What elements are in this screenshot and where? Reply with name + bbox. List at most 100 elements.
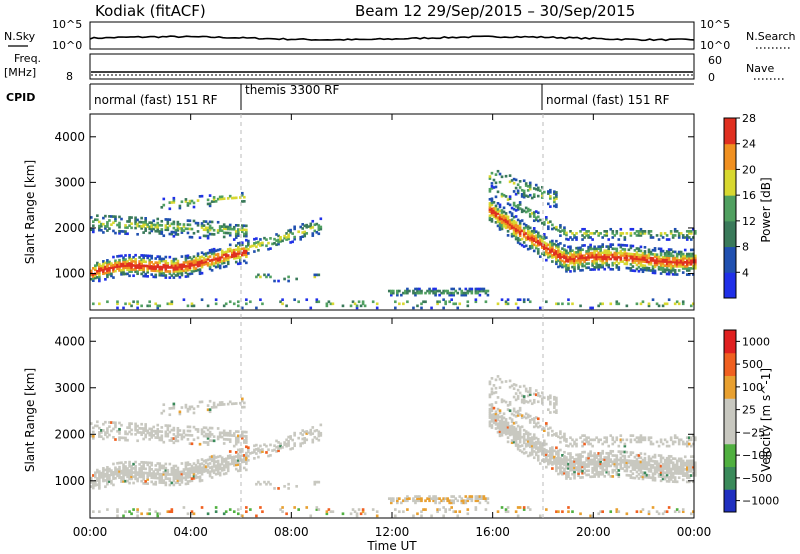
power-cell [512,203,516,207]
velocity-cell [629,474,633,477]
power-cell [645,256,649,260]
velocity-cell [585,440,588,444]
velocity-cell [106,468,109,471]
velocity-cell [549,400,552,404]
velocity-cell [605,470,609,474]
velocity-cell [241,434,244,438]
velocity-cell [208,408,212,411]
power-cell [96,271,99,275]
velocity-cell [241,432,244,436]
velocity-cell [488,414,492,417]
power-cell [528,193,532,197]
power-cell [553,251,556,254]
velocity-cell [659,454,663,458]
power-cell [545,246,548,250]
power-cell [222,304,226,308]
power-cell [206,228,210,232]
velocity-cell [204,467,208,471]
velocity-cell [126,426,129,429]
velocity-cell [553,410,556,414]
power-cell [218,197,222,201]
power-cell [460,293,464,297]
power-cell [599,245,602,248]
velocity-cell [534,440,538,444]
power-cell [639,249,643,253]
velocity-cell [694,463,697,467]
power-cell [681,302,685,306]
velocity-cell [130,464,133,468]
power-cell [224,258,228,262]
power-cell [128,218,131,221]
velocity-cell [238,401,242,405]
power-cell [601,255,604,259]
velocity-cell [689,465,693,469]
velocity-cell [526,444,530,447]
power-cell [118,254,121,258]
velocity-cell [526,394,530,398]
power-cell [287,275,290,279]
power-cell [597,234,600,237]
velocity-cell [565,440,568,443]
power-cell [255,306,258,310]
power-cell [637,230,641,233]
power-cell [164,274,168,277]
power-cell [671,264,675,268]
power-cell [518,186,522,189]
velocity-cell [671,480,675,483]
power-cell [605,263,609,267]
velocity-cell [226,467,230,471]
velocity-cell [116,508,119,511]
velocity-cell [645,463,649,467]
power-cell [182,298,186,302]
power-cell [452,302,456,306]
power-cell [98,265,101,268]
power-cell [543,241,546,244]
power-cell [649,263,653,266]
colorbar-swatch [724,195,736,222]
power-cell [208,194,212,197]
velocity-cell [494,423,498,426]
power-cell [540,244,544,247]
power-cell [526,225,530,228]
velocity-cell [279,442,282,446]
power-cell [275,243,278,247]
velocity-cell [124,461,127,464]
power-cell [128,262,131,265]
velocity-cell [102,429,105,432]
power-cell [142,270,145,274]
velocity-cell [613,458,617,462]
velocity-cell [184,463,188,467]
power-cell [245,230,248,234]
power-cell [92,220,95,223]
velocity-cell [90,481,93,484]
velocity-cell [190,405,194,409]
velocity-cell [526,454,530,458]
power-cell [120,264,123,268]
velocity-cell [496,407,500,411]
velocity-cell [605,458,609,461]
power-cell [555,302,558,306]
velocity-cell [226,461,230,464]
velocity-cell [108,433,111,437]
velocity-cell [619,450,623,454]
velocity-cell [241,448,244,451]
velocity-cell [687,474,691,477]
velocity-cell [514,442,518,445]
power-cell [498,209,502,213]
power-cell [142,220,145,224]
power-cell [212,247,216,251]
velocity-cell [514,421,518,424]
power-cell [571,259,574,263]
velocity-cell [156,468,160,472]
power-cell [661,260,665,263]
power-cell [625,266,629,270]
power-cell [589,243,592,247]
power-cell [490,209,494,213]
power-cell [579,269,582,272]
velocity-cell [516,409,520,413]
power-cell [500,298,504,302]
power-cell [224,256,228,260]
velocity-cell [126,479,129,483]
velocity-cell [124,467,127,470]
velocity-cell [514,383,518,387]
